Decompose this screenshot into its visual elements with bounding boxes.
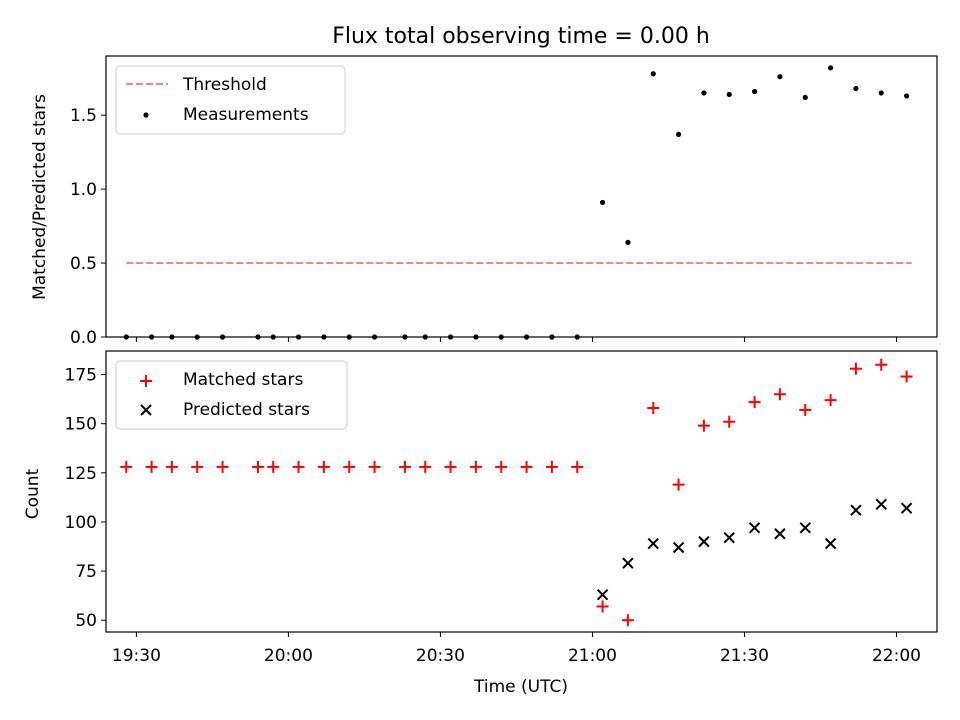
measurement-point [903, 93, 910, 99]
matched-stars-point [165, 460, 178, 473]
matched-stars-point [672, 478, 685, 491]
matched-stars-point [469, 460, 482, 473]
matched-stars-point [773, 388, 786, 401]
measurement-point [650, 71, 656, 77]
x-tick-label: 19:30 [112, 646, 161, 666]
matched-stars-point [216, 460, 229, 473]
p0-y-tick-label: 0.0 [70, 328, 97, 348]
predicted-stars-point [748, 522, 761, 534]
matched-stars-point [545, 460, 558, 473]
p1-y-tick-label: 150 [65, 415, 97, 435]
p1-y-tick-label: 175 [65, 366, 97, 386]
bottom-panel-frame [105, 350, 938, 633]
p1-y-tick-label: 125 [65, 464, 97, 484]
measurement-point [625, 239, 631, 245]
matched-stars-point [292, 460, 305, 473]
matched-stars-point [723, 415, 736, 428]
p0-y-tick-label: 1.5 [70, 106, 97, 126]
top-legend: Threshold Measurements [115, 65, 346, 135]
measurement-point [827, 65, 834, 71]
matched-stars-point [697, 419, 710, 432]
predicted-stars-point [596, 588, 609, 601]
measurement-point [878, 90, 884, 96]
x-tick-label: 21:00 [568, 646, 617, 666]
predicted-stars-point [622, 557, 634, 569]
matched-stars-point [647, 401, 660, 414]
bottom-legend-box [115, 360, 348, 430]
threshold-legend-label: Threshold [182, 75, 267, 95]
bottom-panel: 50 75 100 125 150 175 19:30 20:00 20:30 21:00 21:3… [65, 358, 921, 666]
predicted-stars-point [875, 498, 887, 510]
matched-stars-point [875, 358, 888, 371]
matched-legend-swatch [140, 375, 152, 387]
bottom-y-axis-label: Count [23, 468, 43, 519]
predicted-stars-point [647, 537, 659, 550]
measurement-point [777, 74, 783, 80]
top-legend-box [115, 65, 346, 135]
matched-stars-point [317, 460, 330, 473]
matched-stars-point [368, 460, 381, 473]
p1-y-tick-label: 50 [75, 611, 97, 631]
predicted-legend-label: Predicted stars [183, 400, 310, 420]
p0-y-tick-label: 1.0 [70, 180, 97, 200]
matched-stars-point [267, 460, 280, 473]
matched-stars-point [621, 614, 634, 627]
measurement-point [802, 94, 808, 101]
measurement-point [675, 131, 682, 137]
matched-stars-point [145, 460, 158, 473]
measurements-legend-swatch [143, 112, 149, 118]
x-tick-label: 20:30 [416, 646, 465, 666]
matched-stars-point [596, 600, 609, 613]
measurement-point [701, 90, 707, 96]
matched-stars-point [799, 403, 812, 416]
measurement-point [726, 91, 732, 98]
predicted-stars-point [672, 541, 685, 554]
matched-stars-point [571, 460, 584, 473]
x-tick-label: 20:00 [264, 646, 313, 666]
top-y-axis-label: Matched/Predicted stars [30, 94, 50, 300]
x-tick-label: 22:00 [872, 646, 921, 666]
top-panel-frame [105, 55, 938, 338]
predicted-legend-swatch [140, 404, 152, 416]
matched-legend-label: Matched stars [183, 370, 303, 390]
chart-title: Flux total observing time = 0.00 h [332, 24, 710, 49]
matched-stars-point [419, 460, 432, 473]
matched-stars-point [120, 460, 133, 473]
matched-stars-point [748, 396, 761, 409]
matched-stars-point [343, 460, 356, 473]
matched-stars-point [444, 460, 457, 473]
top-panel: 0.0 0.5 1.0 1.5 [70, 65, 912, 348]
predicted-stars-point [900, 502, 913, 514]
top-y-axis-label-group: Matched/Predicted stars [30, 94, 50, 300]
matched-stars-point [495, 460, 508, 473]
measurement-point [599, 199, 606, 206]
x-axis-label: Time (UTC) [473, 677, 568, 697]
bottom-legend: Matched stars Predicted stars [115, 360, 348, 430]
measurement-point [853, 85, 859, 92]
bottom-y-axis-label-group: Count [23, 468, 43, 519]
matched-stars-point [191, 460, 204, 473]
predicted-stars-point [824, 537, 837, 550]
predicted-stars-point [774, 528, 786, 540]
p1-y-tick-label: 100 [65, 513, 97, 533]
predicted-stars-point [698, 535, 710, 548]
matched-stars-point [520, 460, 533, 473]
matched-stars-point [849, 362, 862, 375]
p1-y-tick-label: 75 [75, 562, 97, 582]
predicted-stars-point [723, 531, 735, 544]
matched-stars-point [824, 394, 837, 407]
predicted-stars-point [850, 504, 862, 516]
predicted-stars-point [799, 522, 811, 534]
matched-stars-point [252, 460, 265, 473]
p0-y-tick-label: 0.5 [70, 254, 97, 274]
matched-stars-point [900, 370, 913, 383]
measurements-legend-label: Measurements [183, 105, 309, 125]
measurement-point [751, 88, 758, 95]
x-tick-label: 21:30 [720, 646, 769, 666]
matched-stars-point [398, 460, 411, 473]
